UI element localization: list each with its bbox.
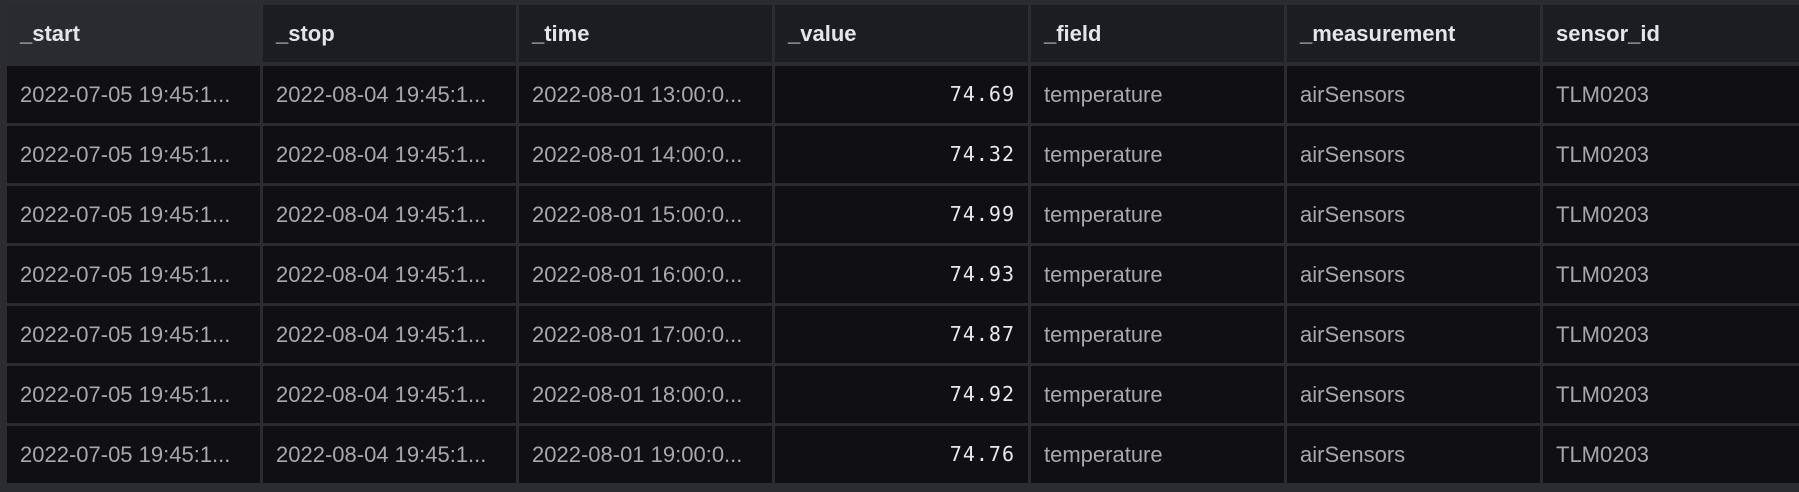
cell-time: 2022-08-01 19:00:0... — [519, 426, 772, 483]
table-row: 2022-07-05 19:45:1... 2022-08-04 19:45:1.… — [0, 66, 1799, 124]
cell-sensor-id: TLM0203 — [1543, 66, 1799, 123]
column-header-stop[interactable]: _stop — [263, 5, 516, 62]
cell-field: temperature — [1031, 66, 1284, 123]
cell-stop: 2022-08-04 19:45:1... — [263, 306, 516, 363]
cell-start: 2022-07-05 19:45:1... — [7, 126, 260, 183]
table-row: 2022-07-05 19:45:1... 2022-08-04 19:45:1.… — [0, 426, 1799, 484]
cell-value: 74.87 — [775, 306, 1028, 363]
cell-stop: 2022-08-04 19:45:1... — [263, 186, 516, 243]
cell-field: temperature — [1031, 426, 1284, 483]
cell-time: 2022-08-01 16:00:0... — [519, 246, 772, 303]
column-header-measurement[interactable]: _measurement — [1287, 5, 1540, 62]
cell-stop: 2022-08-04 19:45:1... — [263, 126, 516, 183]
cell-stop: 2022-08-04 19:45:1... — [263, 366, 516, 423]
cell-value: 74.69 — [775, 66, 1028, 123]
cell-start: 2022-07-05 19:45:1... — [7, 366, 260, 423]
column-header-field[interactable]: _field — [1031, 5, 1284, 62]
cell-start: 2022-07-05 19:45:1... — [7, 306, 260, 363]
cell-time: 2022-08-01 17:00:0... — [519, 306, 772, 363]
cell-sensor-id: TLM0203 — [1543, 186, 1799, 243]
cell-sensor-id: TLM0203 — [1543, 126, 1799, 183]
cell-field: temperature — [1031, 306, 1284, 363]
cell-value: 74.93 — [775, 246, 1028, 303]
cell-value: 74.32 — [775, 126, 1028, 183]
cell-stop: 2022-08-04 19:45:1... — [263, 246, 516, 303]
cell-measurement: airSensors — [1287, 186, 1540, 243]
cell-start: 2022-07-05 19:45:1... — [7, 186, 260, 243]
table-row: 2022-07-05 19:45:1... 2022-08-04 19:45:1.… — [0, 306, 1799, 364]
cell-start: 2022-07-05 19:45:1... — [7, 246, 260, 303]
column-header-sensor-id[interactable]: sensor_id — [1543, 5, 1799, 62]
table-row: 2022-07-05 19:45:1... 2022-08-04 19:45:1.… — [0, 186, 1799, 244]
cell-measurement: airSensors — [1287, 246, 1540, 303]
cell-time: 2022-08-01 13:00:0... — [519, 66, 772, 123]
cell-stop: 2022-08-04 19:45:1... — [263, 426, 516, 483]
column-header-value[interactable]: _value — [775, 5, 1028, 62]
cell-measurement: airSensors — [1287, 126, 1540, 183]
cell-field: temperature — [1031, 186, 1284, 243]
cell-measurement: airSensors — [1287, 66, 1540, 123]
cell-measurement: airSensors — [1287, 426, 1540, 483]
cell-sensor-id: TLM0203 — [1543, 306, 1799, 363]
cell-start: 2022-07-05 19:45:1... — [7, 426, 260, 483]
cell-time: 2022-08-01 15:00:0... — [519, 186, 772, 243]
cell-start: 2022-07-05 19:45:1... — [7, 66, 260, 123]
cell-field: temperature — [1031, 246, 1284, 303]
table-header-row: _start _stop _time _value _field _measur… — [0, 5, 1799, 63]
table-row: 2022-07-05 19:45:1... 2022-08-04 19:45:1.… — [0, 126, 1799, 184]
cell-sensor-id: TLM0203 — [1543, 366, 1799, 423]
cell-time: 2022-08-01 18:00:0... — [519, 366, 772, 423]
cell-sensor-id: TLM0203 — [1543, 426, 1799, 483]
cell-field: temperature — [1031, 126, 1284, 183]
cell-measurement: airSensors — [1287, 306, 1540, 363]
cell-measurement: airSensors — [1287, 366, 1540, 423]
cell-time: 2022-08-01 14:00:0... — [519, 126, 772, 183]
table-row: 2022-07-05 19:45:1... 2022-08-04 19:45:1.… — [0, 366, 1799, 424]
cell-sensor-id: TLM0203 — [1543, 246, 1799, 303]
cell-value: 74.92 — [775, 366, 1028, 423]
column-header-start[interactable]: _start — [7, 5, 260, 62]
table-row: 2022-07-05 19:45:1... 2022-08-04 19:45:1.… — [0, 246, 1799, 304]
cell-value: 74.99 — [775, 186, 1028, 243]
column-header-time[interactable]: _time — [519, 5, 772, 62]
cell-stop: 2022-08-04 19:45:1... — [263, 66, 516, 123]
cell-value: 74.76 — [775, 426, 1028, 483]
cell-field: temperature — [1031, 366, 1284, 423]
